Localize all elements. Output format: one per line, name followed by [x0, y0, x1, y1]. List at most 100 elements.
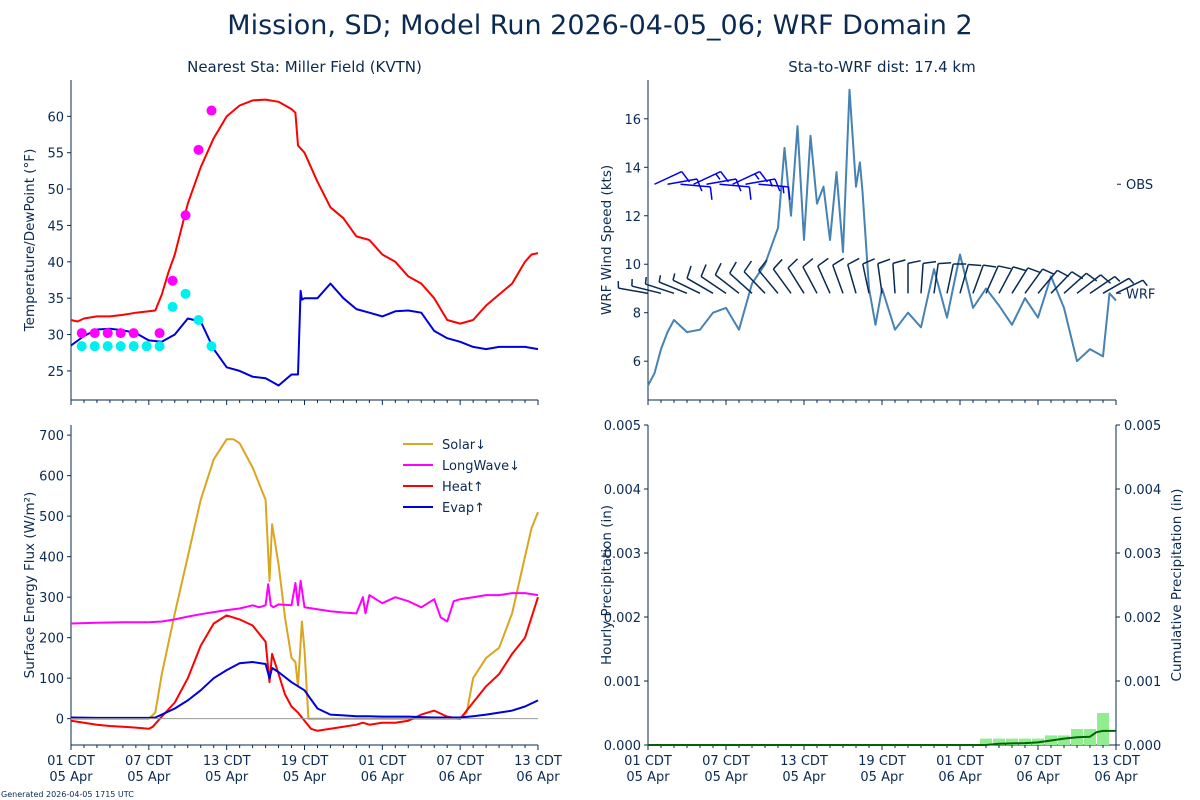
wind-barb [680, 183, 713, 200]
y-tick-label: 55 [47, 147, 64, 162]
x-tick-label: 05 Apr [782, 770, 826, 785]
x-tick-label: 01 CDT [47, 754, 95, 769]
barb-flag [714, 262, 722, 276]
obs-point [102, 341, 113, 352]
barb-staff [847, 264, 857, 294]
y-tick-label: 0.003 [604, 547, 641, 562]
precip-bar [1058, 735, 1070, 745]
right-label-wrf: WRF [1126, 287, 1155, 302]
obs-point [180, 210, 191, 221]
barb-flag [1042, 268, 1055, 276]
barb-staff [946, 263, 954, 294]
barb-staff [892, 263, 896, 294]
barb-staff [985, 265, 999, 294]
barb-staff [772, 268, 792, 294]
barb-flag [998, 265, 1012, 270]
y-tick-label: 400 [39, 551, 64, 566]
x-tick-label: 05 Apr [283, 770, 327, 785]
barb-flag [754, 173, 760, 180]
wind-barb [654, 170, 691, 185]
barb-flag [922, 260, 937, 265]
wind-barb [892, 259, 906, 294]
y-tick-label: 0 [56, 713, 64, 728]
barb-staff [758, 183, 789, 188]
barb-staff [920, 263, 924, 294]
y-axis-label: Temperature/DewPoint (°F) [22, 149, 38, 333]
y-axis-label: Hourly Precipitation (in) [599, 505, 615, 665]
wind-barb [644, 277, 675, 295]
barb-staff [700, 275, 727, 294]
barb-staff [631, 285, 662, 295]
figure-title: Mission, SD; Model Run 2026-04-05_06; WR… [227, 10, 973, 41]
precip-bar [993, 738, 1005, 745]
wind-barb [985, 265, 1012, 294]
wind-barb [933, 262, 952, 294]
barb-staff [743, 271, 766, 294]
wind-barb [617, 281, 649, 295]
y-tick-label: 35 [47, 292, 64, 307]
obs-point [193, 144, 204, 155]
y-tick-label: 40 [47, 256, 64, 271]
y-right-tick-label: 0.004 [1124, 483, 1161, 498]
barb-flag [686, 265, 692, 279]
wind-barb [907, 259, 921, 294]
x-tick-label: 06 Apr [938, 770, 982, 785]
x-tick-label: 13 CDT [203, 754, 251, 769]
x-tick-label: 05 Apr [626, 770, 670, 785]
wind-barb [714, 262, 740, 294]
wind-barb [832, 257, 845, 294]
barb-staff [714, 274, 740, 294]
wind-barb [1102, 277, 1135, 294]
barb-staff [959, 264, 969, 294]
wind-barb [877, 258, 891, 294]
series-line-dewpoint [70, 282, 539, 387]
y-tick-label: 12 [624, 210, 641, 225]
y-axis-right-label: Cumulative Precipitation (in) [1169, 489, 1185, 682]
x-tick-label: 06 Apr [516, 770, 560, 785]
obs-point [128, 341, 139, 352]
barb-staff [787, 267, 805, 294]
obs-point [206, 105, 217, 116]
barb-staff [1050, 271, 1073, 294]
barb-flag [644, 277, 647, 285]
x-tick-label: 13 CDT [514, 754, 562, 769]
y-tick-label: 50 [47, 183, 64, 198]
wind-barb [998, 266, 1026, 294]
wind-barb [758, 259, 779, 294]
precip-bar [980, 738, 992, 745]
precip-bar [1019, 738, 1031, 745]
legend-label: Evap↑ [442, 501, 485, 516]
legend: Solar↓ LongWave↓ Heat↑ Evap↑ [403, 438, 520, 516]
x-tick-label: 06 Apr [1094, 770, 1138, 785]
y-tick-label: 600 [39, 470, 64, 485]
obs-point [115, 328, 126, 339]
x-tick-label: 05 Apr [860, 770, 904, 785]
wind-barb [672, 273, 701, 295]
barb-flag [729, 261, 737, 274]
panel-title: Nearest Sta: Miller Field (KVTN) [187, 58, 422, 76]
obs-point [154, 341, 165, 352]
y-tick-label: 0.002 [604, 611, 641, 626]
wind-barb [1076, 274, 1112, 294]
x-tick-label: 07 CDT [436, 754, 484, 769]
x-tick-label: 05 Apr [704, 770, 748, 785]
barb-flag [696, 178, 703, 192]
barb-staff [998, 266, 1014, 294]
barb-staff [1076, 274, 1102, 294]
y-tick-label: 0.005 [604, 419, 641, 434]
barb-flag [748, 186, 752, 200]
wind-barb [920, 260, 937, 294]
barb-staff [658, 281, 688, 295]
wind-barb [787, 258, 805, 294]
y-tick-label: 0.001 [604, 675, 641, 690]
y-right-tick-label: 0.003 [1124, 547, 1161, 562]
barb-flag [658, 275, 662, 283]
wind-barb [1115, 279, 1148, 295]
wind-barb [743, 260, 766, 294]
barb-flag [715, 173, 721, 180]
barb-flag [709, 186, 713, 200]
barb-flag [847, 257, 860, 266]
barb-flag [983, 264, 997, 268]
legend-label: Solar↓ [442, 438, 486, 453]
